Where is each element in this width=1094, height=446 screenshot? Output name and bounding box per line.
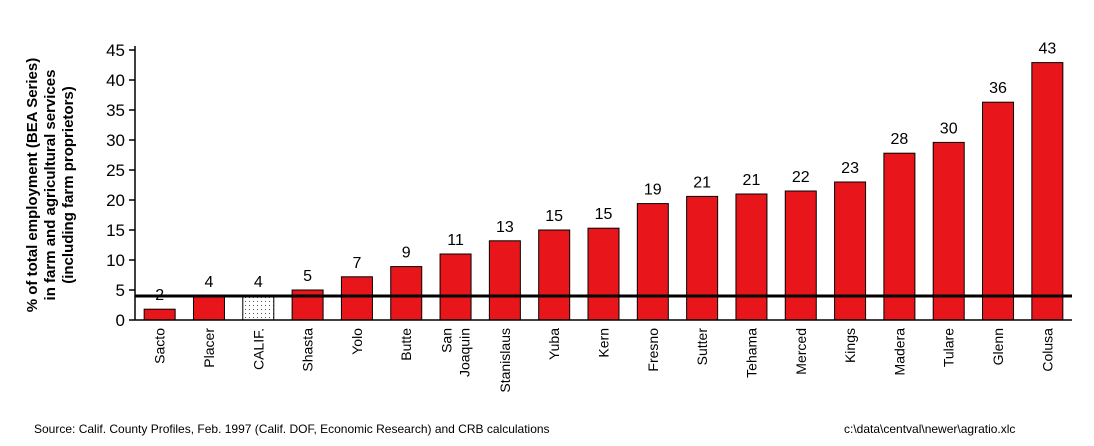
bar [587,227,620,321]
data-label: 21 [693,174,711,191]
data-label: 7 [352,255,361,272]
x-tick-label: Kern [596,328,612,358]
x-tick-label: Stanislaus [497,328,513,393]
x-tick-label: Joaquin [457,328,473,377]
y-tick-label: 45 [106,41,125,60]
bar [883,152,916,321]
bar [784,190,817,321]
x-tick-label: Sutter [694,328,710,366]
bar [340,276,373,321]
x-tick-label: San [439,328,455,353]
bar [1031,62,1064,321]
source-note: Source: Calif. County Profiles, Feb. 199… [34,422,550,436]
y-axis-title-line-3: (including farm proprietors) [60,86,77,284]
data-label: 5 [303,268,312,285]
y-tick-label: 25 [106,161,125,180]
data-label: 43 [1038,41,1056,58]
x-tick-label: Tehama [743,328,759,378]
y-axis-title: % of total employment (BEA Series) in fa… [6,0,96,360]
data-label: 15 [545,208,563,225]
bar [636,203,669,321]
x-tick-label: Glenn [990,328,1006,365]
bar [538,229,571,321]
y-axis-title-line-1: % of total employment (BEA Series) [24,57,41,313]
x-tick-label: Yolo [349,328,365,355]
data-label: 19 [644,182,662,199]
bar [932,141,965,321]
x-tick-label: CALIF. [250,328,266,370]
y-tick-label: 5 [116,281,125,300]
x-tick-label: Madera [891,328,907,376]
x-tick-label: Merced [793,328,809,375]
file-path-note: c:\data\centval\newer\agratio.xlc [844,422,1016,436]
bar [439,253,472,321]
data-label: 22 [792,169,810,186]
y-tick-label: 35 [106,101,125,120]
y-axis-title-line-2: in farm and agricultural services [42,69,59,301]
bar [982,101,1015,321]
data-label: 23 [841,160,859,177]
data-label: 21 [743,172,761,189]
bar [488,240,521,321]
y-tick-label: 0 [116,311,125,330]
data-label: 4 [205,274,214,291]
x-tick-label: Shasta [300,328,316,372]
bar [834,181,867,321]
x-tick-label: Placer [201,328,217,368]
data-label: 13 [496,219,514,236]
data-label: 9 [402,245,411,262]
x-tick-label: Tulare [941,328,957,367]
x-tick-label: Colusa [1039,328,1055,372]
x-tick-label: Yuba [546,328,562,360]
data-label: 28 [890,131,908,148]
y-tick-label: 10 [106,251,125,270]
y-tick-label: 20 [106,191,125,210]
x-tick-label: Fresno [645,328,661,372]
x-tick-label: Sacto [152,328,168,364]
x-tick-label: Butte [398,328,414,361]
data-label: 36 [989,80,1007,97]
y-tick-label: 40 [106,71,125,90]
data-label: 4 [254,274,263,291]
y-tick-label: 15 [106,221,125,240]
y-tick-label: 30 [106,131,125,150]
data-label: 15 [595,206,613,223]
bar [192,295,225,321]
x-tick-label: Kings [842,328,858,363]
data-label: 11 [447,232,464,249]
bar [735,193,768,321]
bar [686,195,719,321]
data-label: 30 [940,120,958,137]
bar [143,308,176,321]
bar [390,266,423,321]
bar-highlight [242,295,275,321]
